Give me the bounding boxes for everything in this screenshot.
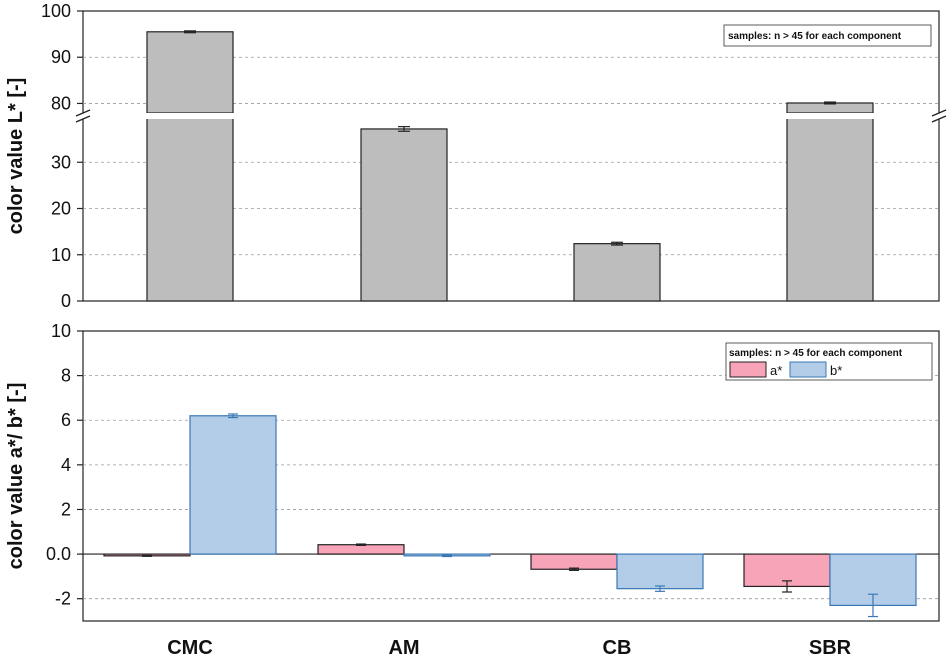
bottom-bars: [103, 413, 917, 618]
top-y-tick-label: 90: [51, 47, 71, 67]
top-panel-L-star: 0 10 20 30 80 90 100 color value L* [-] sample…: [5, 1, 947, 311]
legend-label-a-star: a*: [770, 363, 782, 378]
top-bars: [146, 30, 874, 302]
top-y-tick-label: 100: [41, 1, 71, 21]
top-y-tick-label: 0: [61, 291, 71, 311]
x-category-label: SBR: [809, 637, 852, 659]
legend-swatch-a-star: [729, 361, 767, 378]
bottom-panel-a-b-star: -2 0.0 2 4 6 8 10 CMC AM CB SBR color value a*/ b…: [5, 321, 940, 659]
top-y-ticks: 0 10 20 30 80 90 100: [41, 1, 83, 311]
top-legend: samples: n > 45 for each component: [723, 24, 932, 47]
top-bar-AM: [360, 128, 448, 302]
top-plot-frame: [82, 10, 940, 302]
bottom-y-tick-label: 8: [61, 366, 71, 386]
bar-b-star-CMC: [189, 415, 277, 555]
legend-label-b-star: b*: [830, 363, 842, 378]
bottom-legend-note: samples: n > 45 for each component: [729, 348, 903, 359]
bottom-y-tick-label: 0.0: [46, 544, 71, 564]
top-y-tick-label: 30: [51, 152, 71, 172]
bottom-y-axis-title: color value a*/ b* [-]: [5, 383, 27, 570]
top-bar-CB: [573, 243, 661, 302]
bottom-y-tick-label: 6: [61, 410, 71, 430]
top-y-tick-label: 20: [51, 199, 71, 219]
bottom-y-tick-label: 4: [61, 455, 71, 475]
top-bar-SBR-lower: [786, 117, 874, 302]
axis-break-mark-right: [931, 109, 947, 117]
axis-break-band: [71, 113, 947, 119]
top-bar-CMC-lower: [146, 117, 234, 302]
bottom-y-tick-label: 10: [51, 321, 71, 341]
bar-a-star-AM: [317, 544, 405, 555]
bottom-y-ticks: -2 0.0 2 4 6 8 10: [46, 321, 83, 609]
axis-break-mark-left: [75, 115, 91, 123]
bottom-legend: samples: n > 45 for each component a* b*: [725, 342, 933, 381]
top-gridlines: [83, 56, 939, 256]
bottom-plot-frame: [82, 330, 940, 622]
axis-break-mark-left: [75, 109, 91, 117]
bar-b-star-CB: [616, 553, 704, 590]
category-labels: CMC AM CB SBR: [167, 637, 851, 659]
x-category-label: AM: [388, 637, 419, 659]
x-category-label: CB: [603, 637, 632, 659]
axis-break-marks: [71, 109, 947, 123]
top-bar-CMC-upper: [146, 31, 234, 114]
bottom-y-tick-label: -2: [55, 589, 71, 609]
top-y-tick-label: 80: [51, 93, 71, 113]
axis-break-mark-right: [931, 115, 947, 123]
bottom-y-tick-label: 2: [61, 499, 71, 519]
top-y-tick-label: 10: [51, 245, 71, 265]
bar-a-star-CB: [530, 553, 618, 570]
top-y-axis-title: color value L* [-]: [5, 78, 27, 235]
top-legend-note: samples: n > 45 for each component: [728, 31, 902, 42]
legend-swatch-b-star: [789, 361, 827, 378]
x-category-label: CMC: [167, 637, 213, 659]
